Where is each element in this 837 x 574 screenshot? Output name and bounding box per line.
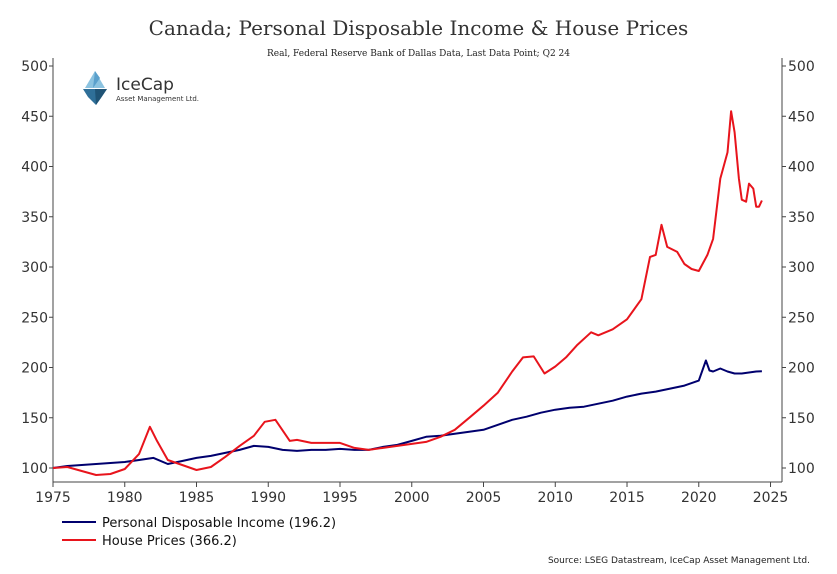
y-tick-label-left: 100 [21,461,48,477]
source-note: Source: LSEG Datastream, IceCap Asset Ma… [548,556,810,566]
plot-frame [52,58,783,483]
y-tick-label-right: 350 [788,210,815,226]
series-layer [52,110,763,476]
series-line-house-prices [52,110,763,476]
logo-name: IceCap [116,75,174,95]
y-tick-label-left: 500 [21,59,48,75]
logo-tagline: Asset Management Ltd. [116,95,199,103]
legend-label-house: House Prices (366.2) [102,534,237,549]
x-tick-label: 2010 [537,490,573,506]
x-tick-label: 1995 [322,490,358,506]
y-tick-label-right: 200 [788,361,815,377]
x-axis: 1975 1980 1985 1990 1995 2000 2005 2010 2015 2020… [35,482,788,506]
series-line-income [52,359,762,469]
y-tick-label-left: 300 [21,260,48,276]
y-tick-label-right: 500 [788,59,815,75]
y-tick-label-left: 200 [21,361,48,377]
icecap-logo: IceCap Asset Management Ltd. [83,71,199,105]
x-tick-label: 2015 [609,490,645,506]
x-tick-label: 2025 [753,490,789,506]
y-tick-label-right: 150 [788,411,815,427]
iceberg-icon [83,71,107,105]
y-tick-label-right: 400 [788,160,815,176]
legend: Personal Disposable Income (196.2) House… [62,516,336,549]
x-tick-label: 2005 [466,490,502,506]
y-tick-label-left: 400 [21,160,48,176]
x-tick-label: 1985 [179,490,215,506]
y-axis-left: 100 150 200 250 300 350 400 450 500 [21,59,53,477]
x-tick-label: 1975 [35,490,71,506]
y-tick-label-right: 250 [788,310,815,326]
x-tick-label: 2020 [681,490,717,506]
x-tick-label: 2000 [394,490,430,506]
y-tick-label-left: 150 [21,411,48,427]
chart-subtitle: Real, Federal Reserve Bank of Dallas Dat… [266,49,570,59]
legend-label-income: Personal Disposable Income (196.2) [102,516,336,531]
chart-title: Canada; Personal Disposable Income & Hou… [148,16,689,40]
y-tick-label-right: 450 [788,109,815,125]
y-tick-label-left: 350 [21,210,48,226]
x-tick-label: 1990 [250,490,286,506]
y-tick-label-left: 250 [21,310,48,326]
y-tick-label-right: 300 [788,260,815,276]
y-tick-label-left: 450 [21,109,48,125]
y-tick-label-right: 100 [788,461,815,477]
x-tick-label: 1980 [107,490,143,506]
y-axis-right: 100 150 200 250 300 350 400 450 500 [782,59,815,477]
